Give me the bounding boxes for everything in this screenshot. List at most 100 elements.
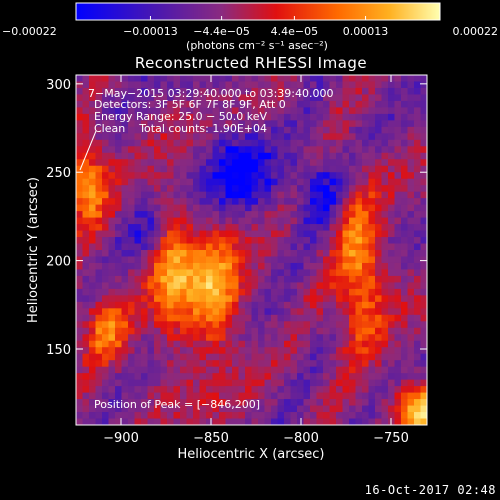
heatmap-cell xyxy=(219,217,226,225)
heatmap-cell xyxy=(128,133,135,141)
heatmap-cell xyxy=(251,87,259,95)
heatmap-cell xyxy=(95,405,103,413)
heatmap-cell xyxy=(232,327,239,335)
heatmap-cell xyxy=(121,340,129,348)
heatmap-cell xyxy=(362,327,369,335)
heatmap-cell xyxy=(271,321,278,329)
heatmap-cell xyxy=(89,256,96,264)
heatmap-cell xyxy=(141,107,148,115)
heatmap-cell xyxy=(388,256,395,264)
heatmap-cell xyxy=(362,146,369,154)
heatmap-cell xyxy=(290,198,298,206)
heatmap-cell xyxy=(258,230,265,238)
heatmap-cell xyxy=(245,288,252,296)
heatmap-cell xyxy=(212,282,220,290)
heatmap-cell xyxy=(160,399,168,406)
heatmap-cell xyxy=(336,230,343,238)
heatmap-cell xyxy=(238,126,246,134)
heatmap-cell xyxy=(121,94,129,102)
x-tick-label: −800 xyxy=(283,431,319,446)
heatmap-cell xyxy=(388,295,395,303)
heatmap-cell xyxy=(238,237,246,244)
heatmap-cell xyxy=(245,412,252,419)
heatmap-cell xyxy=(297,185,304,193)
heatmap-cell xyxy=(102,334,109,342)
colorbar-gradient xyxy=(75,2,441,21)
heatmap-cell xyxy=(186,314,194,322)
heatmap-cell xyxy=(173,334,181,342)
heatmap-cell xyxy=(232,275,239,283)
heatmap-cell xyxy=(290,269,298,277)
heatmap-cell xyxy=(82,87,90,95)
heatmap-cell xyxy=(258,198,265,206)
heatmap-cell xyxy=(251,172,259,180)
heatmap-cell xyxy=(141,392,148,400)
heatmap-cell xyxy=(160,418,168,425)
heatmap-cell xyxy=(362,321,369,329)
heatmap-cell xyxy=(336,405,343,413)
heatmap-cell xyxy=(401,126,408,134)
heatmap-cell xyxy=(121,120,129,128)
heatmap-cell xyxy=(349,262,356,270)
heatmap-cell xyxy=(180,275,187,283)
heatmap-cell xyxy=(290,211,298,218)
heatmap-cell xyxy=(108,120,116,128)
heatmap-cell xyxy=(212,81,220,89)
heatmap-cell xyxy=(336,100,343,108)
heatmap-cell xyxy=(232,146,239,154)
heatmap-cell xyxy=(394,366,402,374)
heatmap-cell xyxy=(401,191,408,199)
heatmap-cell xyxy=(407,386,415,393)
heatmap-cell xyxy=(173,418,181,425)
heatmap-cell xyxy=(128,152,135,160)
heatmap-cell xyxy=(329,418,337,425)
heatmap-cell xyxy=(147,392,155,400)
heatmap-cell xyxy=(180,178,187,186)
heatmap-cell xyxy=(128,165,135,173)
heatmap-cell xyxy=(219,237,226,244)
heatmap-cell xyxy=(219,262,226,270)
heatmap-cell xyxy=(388,211,395,218)
heatmap-cell xyxy=(310,237,317,244)
heatmap-cell xyxy=(342,165,350,173)
heatmap-cell xyxy=(147,172,155,180)
heatmap-cell xyxy=(245,237,252,244)
heatmap-cell xyxy=(258,360,265,368)
heatmap-cell xyxy=(323,399,330,406)
heatmap-cell xyxy=(89,224,96,231)
heatmap-cell xyxy=(251,379,259,387)
heatmap-cell xyxy=(199,392,207,400)
heatmap-cell xyxy=(134,412,142,419)
heatmap-cell xyxy=(180,211,187,218)
heatmap-cell xyxy=(420,139,427,147)
heatmap-cell xyxy=(167,178,174,186)
heatmap-cell xyxy=(225,152,233,160)
heatmap-cell xyxy=(219,133,226,141)
heatmap-cell xyxy=(316,126,324,134)
heatmap-cell xyxy=(115,191,122,199)
heatmap-cell xyxy=(407,340,415,348)
heatmap-cell xyxy=(284,224,291,231)
heatmap-cell xyxy=(316,185,324,193)
heatmap-cell xyxy=(199,353,207,361)
heatmap-cell xyxy=(115,314,122,322)
heatmap-cell xyxy=(381,224,389,231)
heatmap-cell xyxy=(297,301,304,309)
heatmap-cell xyxy=(420,360,427,368)
heatmap-cell xyxy=(271,94,278,102)
heatmap-cell xyxy=(355,256,363,264)
heatmap-cell xyxy=(173,165,181,173)
heatmap-cell xyxy=(401,308,408,316)
heatmap-cell xyxy=(245,282,252,290)
heatmap-cell xyxy=(310,334,317,342)
heatmap-cell xyxy=(199,230,207,238)
heatmap-cell xyxy=(342,275,350,283)
heatmap-cell xyxy=(186,152,194,160)
heatmap-cell xyxy=(349,340,356,348)
heatmap-cell xyxy=(76,178,83,186)
heatmap-cell xyxy=(193,347,200,355)
heatmap-cell xyxy=(310,282,317,290)
heatmap-cell xyxy=(420,237,427,244)
heatmap-cell xyxy=(355,75,363,82)
